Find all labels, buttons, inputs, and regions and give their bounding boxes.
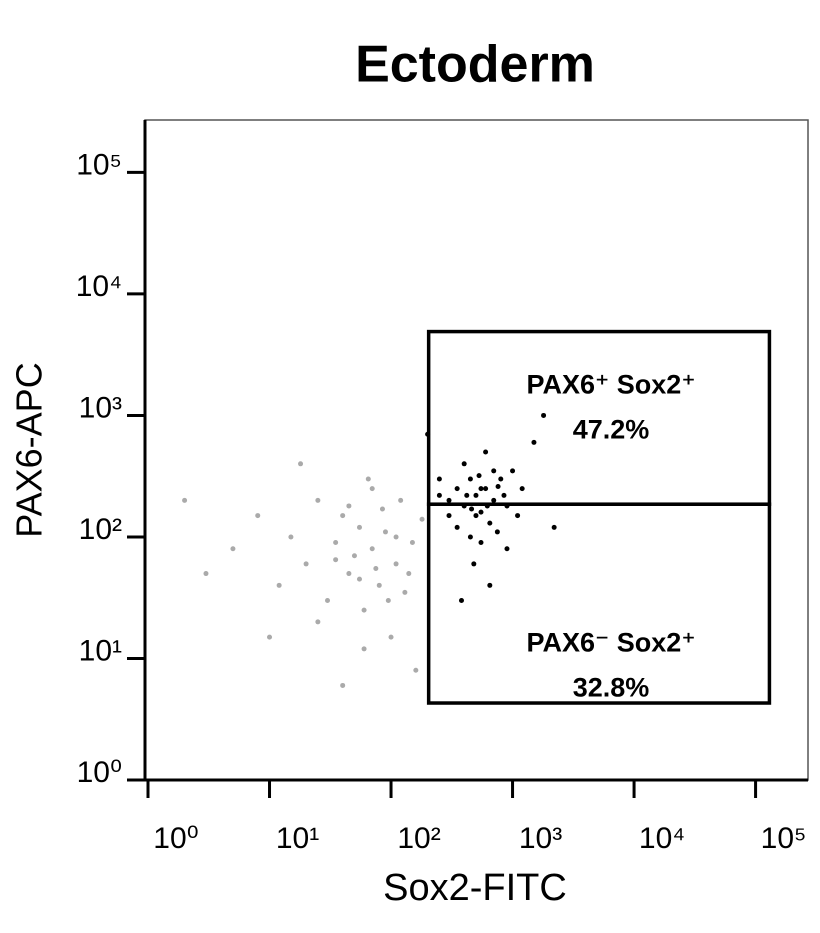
- x-tick-label: 10⁴: [639, 822, 685, 855]
- point: [478, 509, 484, 515]
- point: [356, 524, 362, 530]
- point: [382, 529, 388, 535]
- point: [388, 634, 394, 640]
- point: [454, 524, 460, 530]
- point: [298, 461, 304, 467]
- point: [369, 486, 375, 492]
- gate-label: PAX6⁻ Sox2⁺: [527, 627, 696, 657]
- point: [230, 546, 236, 552]
- point: [436, 476, 442, 482]
- point: [346, 571, 352, 577]
- x-tick-label: 10³: [519, 822, 562, 855]
- point: [361, 607, 367, 613]
- chart-title: Ectoderm: [355, 36, 595, 94]
- gate-percent: 47.2%: [573, 415, 650, 445]
- x-tick-label: 10⁵: [761, 822, 807, 855]
- point: [369, 546, 375, 552]
- point: [501, 492, 507, 498]
- point: [361, 646, 367, 652]
- point: [356, 576, 362, 582]
- point: [413, 667, 419, 673]
- y-tick-label: 10²: [79, 513, 122, 546]
- point: [478, 540, 484, 546]
- point: [467, 476, 473, 482]
- point: [476, 473, 482, 479]
- point: [373, 566, 379, 572]
- point: [346, 503, 352, 509]
- y-tick-label: 10³: [79, 391, 122, 424]
- point: [446, 497, 452, 503]
- x-axis-label: Sox2-FITC: [383, 867, 567, 909]
- point: [531, 439, 537, 445]
- point: [182, 497, 188, 503]
- point: [409, 540, 415, 546]
- point: [446, 513, 452, 519]
- point: [324, 598, 330, 604]
- point: [303, 561, 309, 567]
- point: [464, 492, 470, 498]
- point: [519, 486, 525, 492]
- point: [402, 589, 408, 595]
- point: [473, 492, 479, 498]
- point: [340, 513, 346, 519]
- y-tick-label: 10⁴: [76, 270, 122, 303]
- x-tick-label: 10²: [397, 822, 440, 855]
- point: [385, 598, 391, 604]
- point: [483, 449, 489, 455]
- point: [461, 461, 467, 467]
- point: [398, 497, 404, 503]
- point: [471, 561, 477, 567]
- point: [491, 468, 497, 474]
- y-axis-label: PAX6-APC: [9, 362, 50, 537]
- gate-percent: 32.8%: [573, 672, 650, 702]
- point: [467, 534, 473, 540]
- y-tick-label: 10⁰: [77, 756, 122, 789]
- point: [315, 497, 321, 503]
- point: [365, 476, 371, 482]
- point: [333, 540, 339, 546]
- point: [406, 571, 412, 577]
- point: [504, 546, 510, 552]
- point: [478, 486, 484, 492]
- point: [469, 506, 475, 512]
- point: [255, 513, 261, 519]
- point: [491, 497, 497, 503]
- point: [315, 619, 321, 625]
- x-tick-label: 10⁰: [153, 822, 198, 855]
- point: [288, 534, 294, 540]
- y-tick-label: 10¹: [79, 634, 122, 667]
- point: [541, 412, 547, 418]
- point: [351, 553, 357, 559]
- point: [515, 513, 521, 519]
- x-tick-label: 10¹: [276, 822, 319, 855]
- point: [333, 557, 339, 563]
- point: [498, 476, 504, 482]
- point: [551, 524, 557, 530]
- point: [276, 582, 282, 588]
- y-tick-label: 10⁵: [76, 148, 122, 181]
- point: [483, 486, 489, 492]
- point: [267, 634, 273, 640]
- point: [393, 534, 399, 540]
- point: [487, 520, 493, 526]
- point: [487, 582, 493, 588]
- point: [495, 484, 501, 490]
- point: [340, 682, 346, 688]
- point: [203, 571, 209, 577]
- point: [454, 486, 460, 492]
- point: [376, 582, 382, 588]
- point: [510, 468, 516, 474]
- point: [494, 529, 500, 535]
- gate-label: PAX6⁺ Sox2⁺: [527, 370, 696, 400]
- point: [393, 561, 399, 567]
- point: [419, 516, 425, 522]
- point: [379, 506, 385, 512]
- point: [473, 513, 479, 519]
- gate: [426, 502, 772, 705]
- point: [436, 492, 442, 498]
- point: [458, 598, 464, 604]
- plot-frame: [144, 119, 809, 781]
